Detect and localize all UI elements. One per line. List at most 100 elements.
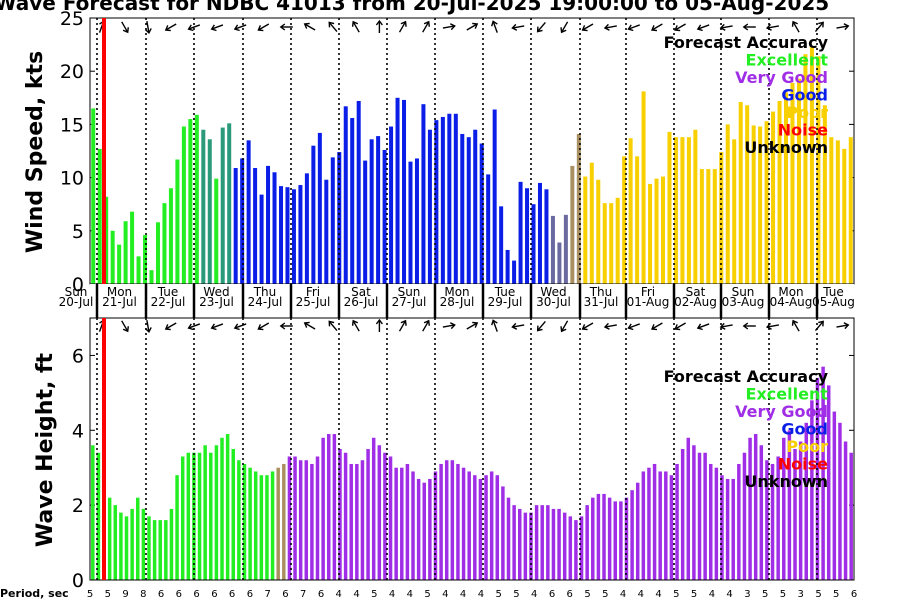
day-strip-bg (90, 284, 854, 318)
data-bar (635, 482, 640, 580)
direction-arrow (603, 322, 617, 330)
legend-item-noise: Noise (778, 455, 828, 474)
data-bar (248, 467, 252, 580)
data-bar (343, 452, 348, 580)
period-value: 6 (318, 589, 324, 600)
direction-arrow (696, 323, 710, 331)
data-bar (447, 113, 452, 284)
day-date: 24-Jul (248, 295, 283, 309)
data-bar (550, 215, 555, 284)
data-bar (225, 434, 230, 580)
y-tick-label: 6 (72, 345, 84, 367)
direction-arrow (511, 322, 525, 330)
data-bar (107, 497, 112, 580)
data-bar (583, 176, 588, 284)
direction-arrow (560, 320, 569, 333)
data-bar (376, 136, 381, 284)
data-bar (287, 456, 292, 580)
legend-item-very-good: Very Good (735, 402, 828, 421)
data-bar (759, 445, 764, 580)
y-tick-label: 15 (60, 114, 84, 136)
data-bar (444, 460, 449, 580)
data-bar (332, 434, 337, 580)
data-bar (130, 211, 135, 284)
data-bar (709, 463, 713, 580)
day-name: Thu (589, 285, 613, 299)
day-date: 20-Jul (59, 295, 94, 309)
y-tick-label: 20 (60, 61, 84, 83)
direction-arrow (187, 24, 201, 32)
period-value: 6 (247, 589, 253, 600)
data-bar (164, 520, 168, 580)
data-bar (732, 139, 737, 284)
data-bar (731, 478, 735, 580)
direction-arrow (791, 20, 800, 33)
direction-arrow (814, 320, 824, 332)
day-date: 31-Jul (584, 295, 619, 309)
legend-item-excellent: Excellent (746, 385, 829, 404)
data-bar (402, 99, 407, 285)
data-bar (798, 441, 803, 580)
legend-title: Forecast Accuracy (664, 33, 829, 52)
direction-arrow (398, 319, 407, 332)
legend-title: Forecast Accuracy (664, 367, 829, 386)
data-bar (563, 214, 568, 284)
data-bar (574, 520, 578, 580)
data-bar (440, 116, 445, 284)
data-bar (411, 471, 415, 580)
period-value: 5 (496, 589, 502, 600)
data-bar (803, 54, 808, 285)
data-bar (349, 463, 353, 580)
direction-arrow (742, 23, 756, 31)
data-bar (529, 512, 533, 580)
period-value: 6 (193, 589, 199, 600)
data-bar (97, 148, 102, 284)
wave-y-ticks: 0 2 4 6 (72, 345, 854, 592)
data-bar (697, 452, 702, 580)
data-bar (124, 516, 129, 580)
period-value: 4 (709, 589, 715, 600)
period-value: 4 (353, 589, 359, 600)
day-date: 03-Aug (722, 295, 765, 309)
data-bar (467, 471, 471, 580)
data-bar (784, 92, 789, 284)
data-bar (408, 161, 413, 284)
data-bar (589, 162, 594, 284)
data-bar (680, 137, 685, 284)
data-bar (152, 520, 157, 580)
legend-item-unknown: Unknown (744, 472, 828, 491)
day-date: 05-Aug (812, 295, 855, 309)
data-bar (518, 181, 523, 284)
direction-arrow (375, 318, 383, 332)
day-name: Thu (253, 285, 277, 299)
direction-arrow (422, 319, 430, 332)
legend-item-noise: Noise (778, 121, 828, 140)
day-name: Fri (306, 285, 320, 299)
data-bar (104, 196, 109, 284)
data-bar (428, 478, 432, 580)
day-name: Wed (203, 285, 229, 299)
data-bar (675, 463, 679, 580)
data-bar (551, 508, 556, 580)
day-date: 28-Jul (440, 295, 475, 309)
period-value: 4 (531, 589, 537, 600)
data-bar (562, 512, 567, 580)
data-bar (113, 505, 118, 580)
wind-y-ticks: 0 5 10 15 20 25 (60, 8, 854, 296)
data-bar (648, 183, 653, 284)
data-bar (304, 173, 309, 284)
data-bar (96, 452, 101, 580)
direction-arrow (466, 22, 479, 31)
data-bar (147, 516, 151, 580)
direction-arrow (719, 322, 733, 330)
data-bar (810, 400, 814, 580)
data-bar (570, 165, 575, 284)
data-bar (421, 104, 426, 285)
legend-item-unknown: Unknown (744, 138, 828, 157)
direction-arrow (121, 21, 129, 34)
data-bar (793, 449, 797, 580)
data-bar (725, 478, 730, 580)
data-bar (534, 505, 539, 580)
